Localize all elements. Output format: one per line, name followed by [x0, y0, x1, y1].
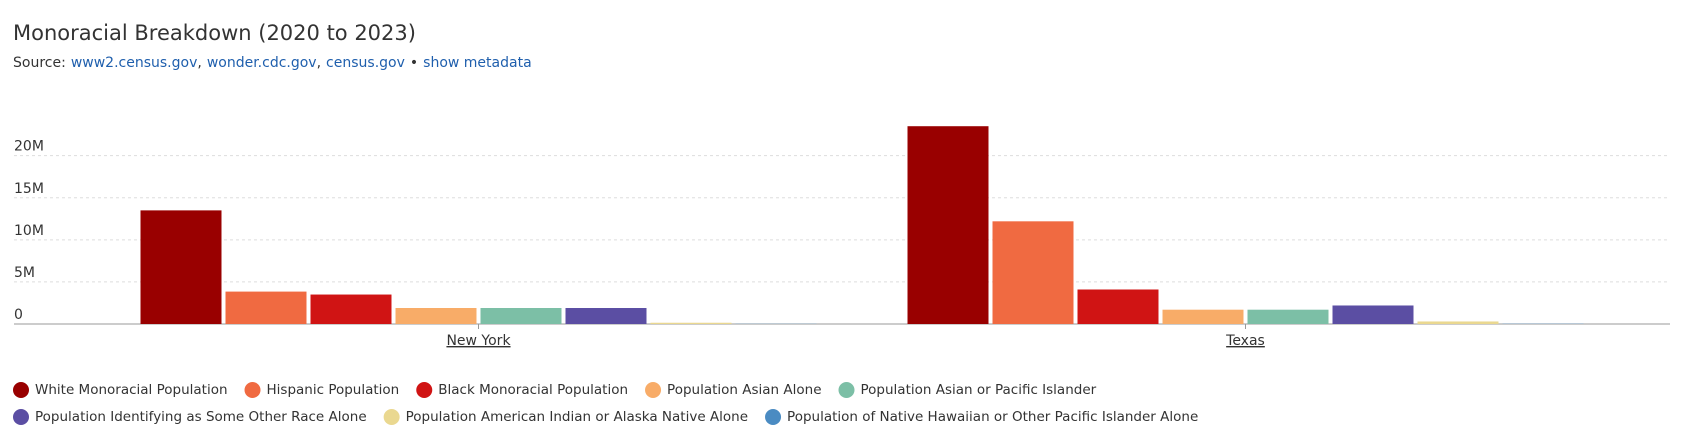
chart-title: Monoracial Breakdown (2020 to 2023)	[13, 21, 416, 45]
source-label: Source:	[13, 55, 66, 71]
bar	[395, 308, 477, 324]
legend-swatch	[244, 382, 261, 398]
bar	[992, 221, 1074, 324]
legend-label: Population Asian or Pacific Islander	[861, 382, 1097, 398]
metadata-link[interactable]: show metadata	[423, 55, 532, 71]
source-link[interactable]: www2.census.gov	[71, 55, 198, 71]
legend-swatch	[13, 409, 29, 425]
source-link[interactable]: census.gov	[326, 55, 405, 71]
y-tick-label: 15M	[14, 181, 44, 197]
legend-swatch	[645, 382, 662, 398]
bar	[1332, 305, 1414, 324]
legend-label: Black Monoracial Population	[438, 382, 628, 398]
bar	[1247, 309, 1329, 324]
source-line: Source: www2.census.gov, wonder.cdc.gov, ce…	[13, 55, 532, 71]
y-tick-label: 20M	[14, 139, 44, 155]
separator: ,	[197, 55, 201, 71]
legend-label: Population Asian Alone	[667, 382, 821, 398]
bar	[480, 308, 562, 324]
legend-swatch	[13, 382, 29, 398]
bar	[650, 322, 732, 324]
legend-label: Hispanic Population	[267, 382, 400, 398]
legend-item[interactable]: Black Monoracial Population	[416, 382, 628, 398]
bar	[1162, 309, 1244, 324]
legend-item[interactable]: Population of Native Hawaiian or Other P…	[765, 409, 1198, 425]
legend-item[interactable]: Population Asian Alone	[645, 382, 822, 398]
legend-item[interactable]: Population American Indian or Alaska Nat…	[383, 409, 748, 425]
legend-item[interactable]: Population Identifying as Some Other Rac…	[13, 409, 367, 425]
legend-label: White Monoracial Population	[35, 382, 228, 398]
bar	[907, 126, 989, 324]
legend-label: Population of Native Hawaiian or Other P…	[787, 409, 1198, 425]
source-link[interactable]: wonder.cdc.gov	[207, 55, 317, 71]
x-tick-label[interactable]: New York	[446, 333, 511, 349]
bar	[140, 210, 222, 324]
y-tick-label: 5M	[14, 265, 35, 281]
bar	[1077, 289, 1159, 324]
separator: ,	[317, 55, 321, 71]
bar	[565, 308, 647, 324]
bar	[310, 294, 392, 324]
bar	[225, 291, 307, 324]
x-tick-label[interactable]: Texas	[1225, 333, 1265, 349]
legend-swatch	[416, 382, 433, 398]
legend-swatch	[765, 409, 782, 425]
legend-item[interactable]: Population Asian or Pacific Islander	[838, 382, 1097, 398]
bullet: •	[410, 55, 418, 71]
legend-label: Population American Indian or Alaska Nat…	[406, 409, 748, 425]
y-tick-label: 10M	[14, 223, 44, 239]
bar	[1417, 321, 1499, 324]
y-tick-label: 0	[14, 307, 23, 323]
legend-label: Population Identifying as Some Other Rac…	[35, 409, 367, 425]
legend-swatch	[383, 409, 400, 425]
legend-item[interactable]: White Monoracial Population	[13, 382, 228, 398]
legend-item[interactable]: Hispanic Population	[244, 382, 400, 398]
legend-swatch	[838, 382, 855, 398]
